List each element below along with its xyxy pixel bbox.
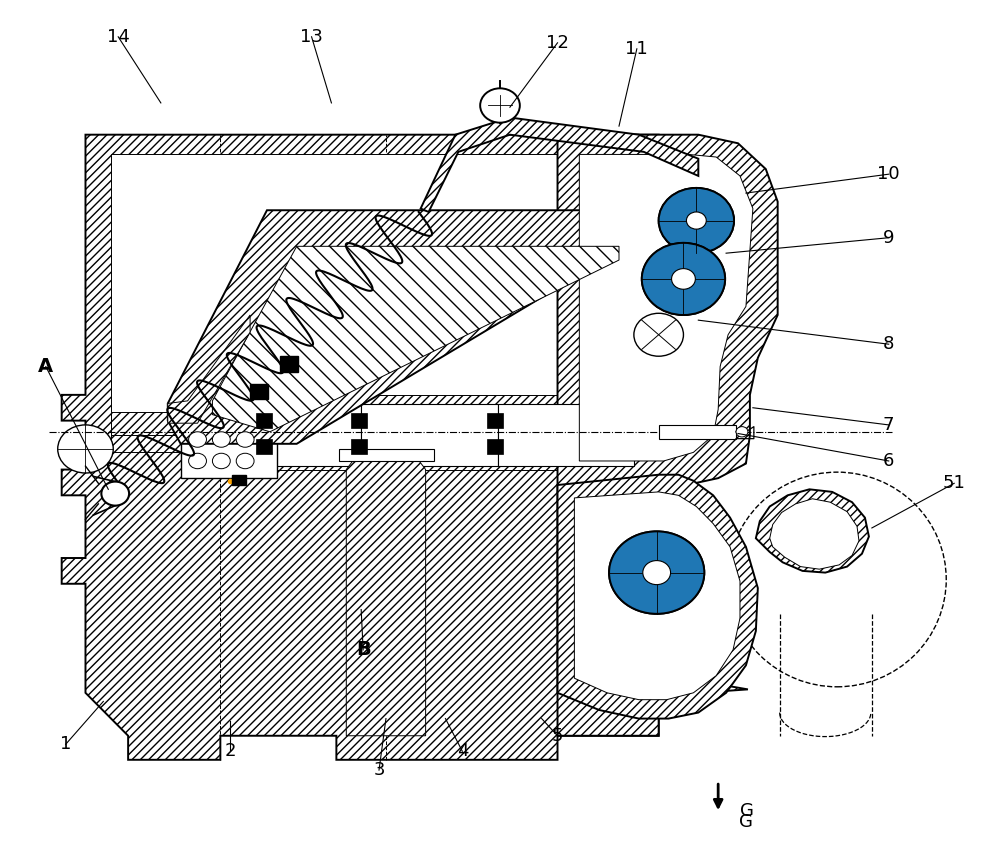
- Text: 1: 1: [60, 735, 71, 753]
- Bar: [351, 413, 367, 428]
- Polygon shape: [111, 435, 659, 470]
- Circle shape: [609, 531, 704, 614]
- Bar: [351, 439, 367, 454]
- Text: A: A: [38, 357, 53, 376]
- Polygon shape: [770, 499, 859, 569]
- Text: 14: 14: [107, 28, 130, 46]
- Polygon shape: [574, 492, 740, 700]
- Circle shape: [101, 481, 129, 505]
- Circle shape: [659, 188, 734, 253]
- Bar: [487, 413, 503, 428]
- Bar: [498, 404, 634, 466]
- Circle shape: [736, 427, 748, 437]
- Text: 10: 10: [877, 166, 900, 183]
- Text: G: G: [740, 802, 754, 820]
- Circle shape: [672, 269, 695, 290]
- Text: B: B: [356, 641, 371, 660]
- Bar: [361, 404, 498, 466]
- Circle shape: [212, 432, 230, 447]
- Polygon shape: [181, 387, 277, 479]
- Text: 5: 5: [552, 727, 563, 745]
- Text: 11: 11: [625, 40, 648, 58]
- Polygon shape: [579, 154, 753, 461]
- Circle shape: [686, 212, 706, 229]
- Text: 13: 13: [300, 28, 323, 46]
- Bar: [232, 475, 246, 485]
- Ellipse shape: [728, 473, 946, 687]
- Circle shape: [659, 188, 734, 253]
- Polygon shape: [212, 246, 619, 432]
- Text: 2: 2: [225, 742, 236, 760]
- Text: 3: 3: [373, 761, 385, 779]
- Polygon shape: [111, 154, 634, 444]
- Polygon shape: [421, 118, 698, 212]
- Circle shape: [480, 88, 520, 122]
- Text: 7: 7: [883, 416, 894, 434]
- Bar: [250, 384, 268, 399]
- Circle shape: [634, 313, 683, 356]
- Polygon shape: [558, 475, 758, 719]
- Circle shape: [236, 453, 254, 469]
- Text: 8: 8: [883, 336, 894, 353]
- Text: 51: 51: [943, 474, 966, 492]
- Bar: [659, 425, 736, 439]
- Bar: [181, 404, 267, 466]
- Polygon shape: [558, 134, 778, 736]
- Circle shape: [609, 531, 704, 614]
- Bar: [256, 413, 272, 428]
- Polygon shape: [346, 453, 426, 736]
- Circle shape: [189, 453, 206, 469]
- Text: 6: 6: [883, 452, 894, 470]
- Polygon shape: [111, 394, 659, 435]
- Text: 4: 4: [457, 742, 468, 760]
- Text: 12: 12: [546, 34, 569, 52]
- Circle shape: [236, 432, 254, 447]
- Polygon shape: [756, 489, 869, 572]
- Polygon shape: [168, 210, 659, 444]
- Bar: [487, 439, 503, 454]
- Circle shape: [189, 432, 206, 447]
- Text: 9: 9: [883, 229, 894, 247]
- Bar: [339, 449, 434, 461]
- Circle shape: [643, 561, 671, 584]
- Circle shape: [212, 453, 230, 469]
- Polygon shape: [62, 134, 659, 759]
- Bar: [267, 404, 361, 466]
- Polygon shape: [168, 315, 250, 423]
- Circle shape: [58, 425, 113, 473]
- Circle shape: [642, 243, 725, 315]
- Circle shape: [642, 243, 725, 315]
- Text: G: G: [739, 812, 753, 831]
- Bar: [256, 439, 272, 454]
- Bar: [280, 356, 298, 372]
